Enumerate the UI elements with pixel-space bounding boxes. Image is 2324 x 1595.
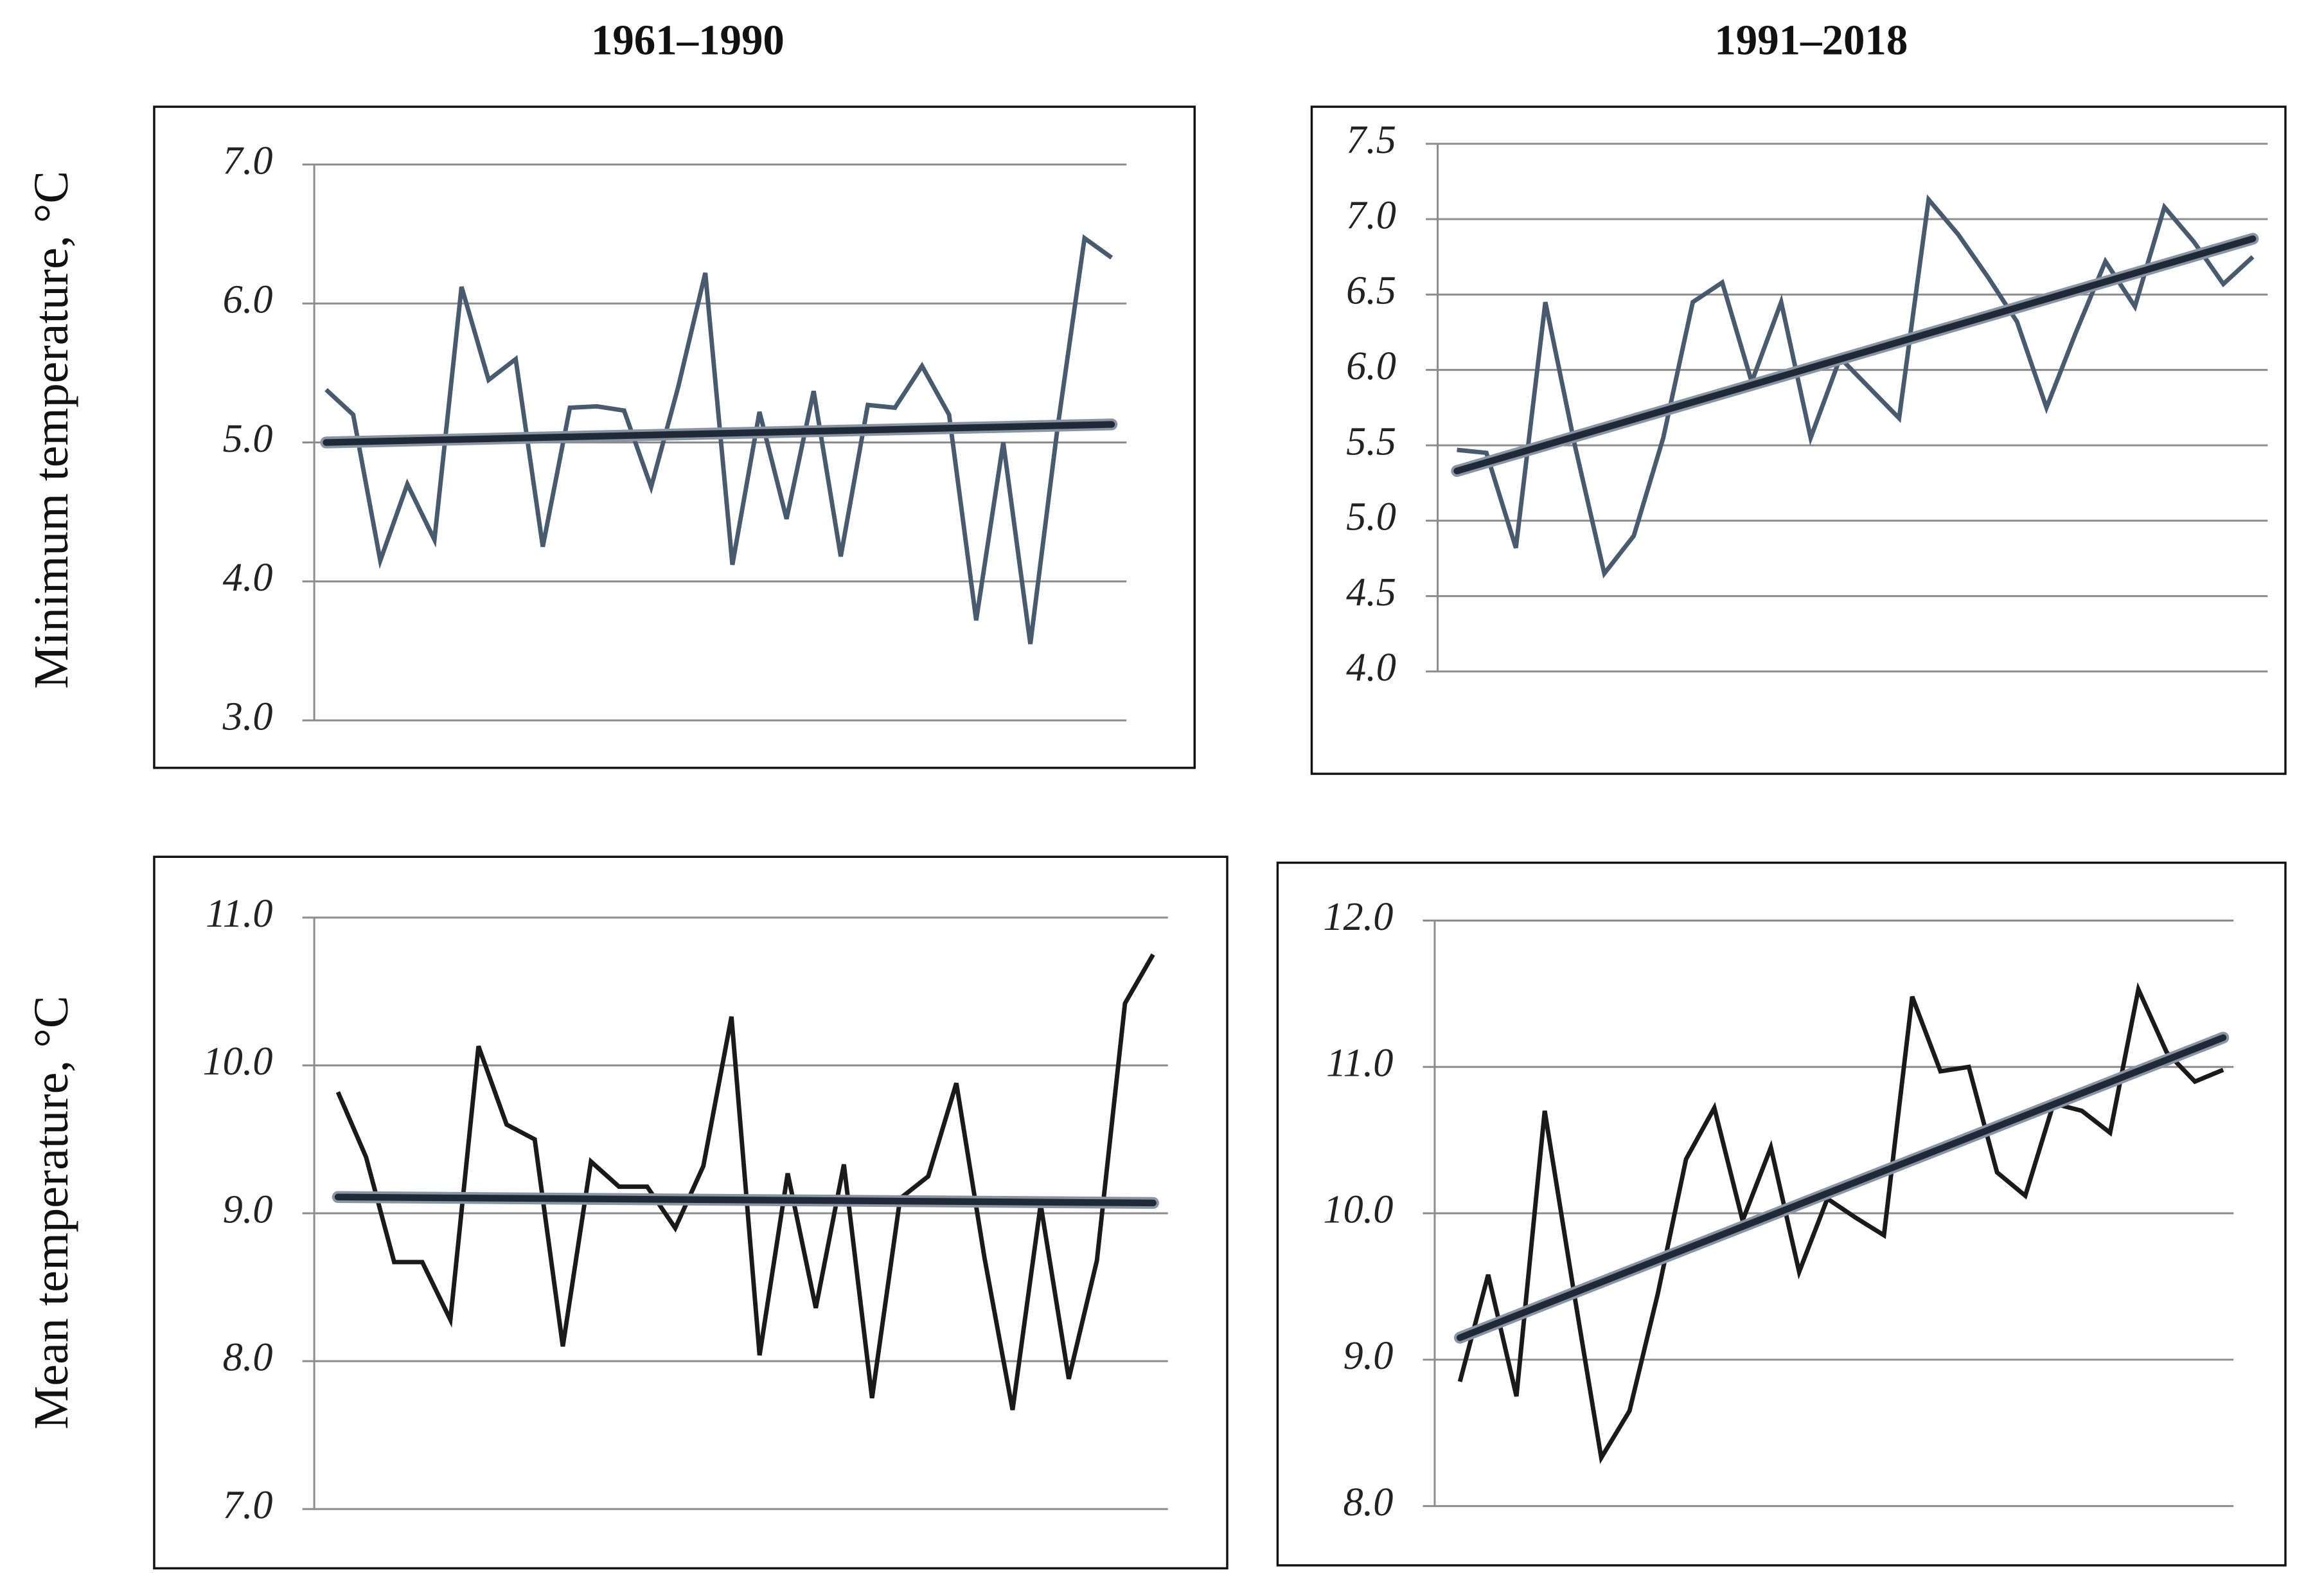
data-line xyxy=(1457,194,2255,579)
y-tick-label: 7.0 xyxy=(223,1484,273,1528)
data-line xyxy=(324,234,1113,645)
y-tick-label: 11.0 xyxy=(1326,1042,1393,1085)
y-tick-label: 3.0 xyxy=(222,695,273,738)
y-tick-label: 7.5 xyxy=(1346,118,1396,162)
column-title: 1991–2018 xyxy=(1714,17,1908,64)
row-label: Mean temperature, °C xyxy=(24,995,78,1429)
y-tick-label: 8.0 xyxy=(223,1335,273,1379)
y-tick-label: 6.0 xyxy=(1346,344,1396,388)
data-line xyxy=(335,953,1155,1411)
chart-frame xyxy=(1276,861,2287,1567)
y-tick-label: 4.5 xyxy=(1346,571,1396,614)
y-tick-label: 9.0 xyxy=(1344,1334,1394,1378)
y-tick-label: 11.0 xyxy=(206,892,272,936)
y-tick-label: 8.0 xyxy=(1344,1481,1394,1524)
y-tick-label: 9.0 xyxy=(223,1188,273,1231)
y-tick-label: 10.0 xyxy=(1323,1188,1393,1231)
y-tick-label: 5.0 xyxy=(223,417,273,461)
y-tick-label: 5.5 xyxy=(1346,420,1396,463)
chart-frame xyxy=(153,105,1196,769)
trend-line xyxy=(1456,1034,2227,1341)
y-tick-label: 6.0 xyxy=(223,278,273,322)
y-tick-label: 5.0 xyxy=(1346,495,1396,539)
trend-line xyxy=(323,421,1115,446)
trend-line xyxy=(1453,235,2257,475)
y-tick-label: 6.5 xyxy=(1346,269,1396,313)
trend-line xyxy=(334,1193,1157,1207)
y-tick-label: 4.0 xyxy=(223,556,273,600)
y-tick-label: 10.0 xyxy=(203,1040,273,1083)
y-tick-label: 7.0 xyxy=(1346,193,1396,237)
column-title: 1961–1990 xyxy=(591,17,785,64)
y-tick-label: 4.0 xyxy=(1346,646,1396,690)
data-line xyxy=(1457,982,2224,1465)
chart-frame xyxy=(153,855,1229,1570)
y-tick-label: 7.0 xyxy=(223,139,273,183)
chart-frame xyxy=(1310,105,2287,775)
row-label: Minimum temperature, °C xyxy=(24,171,78,689)
y-tick-label: 12.0 xyxy=(1323,895,1393,939)
